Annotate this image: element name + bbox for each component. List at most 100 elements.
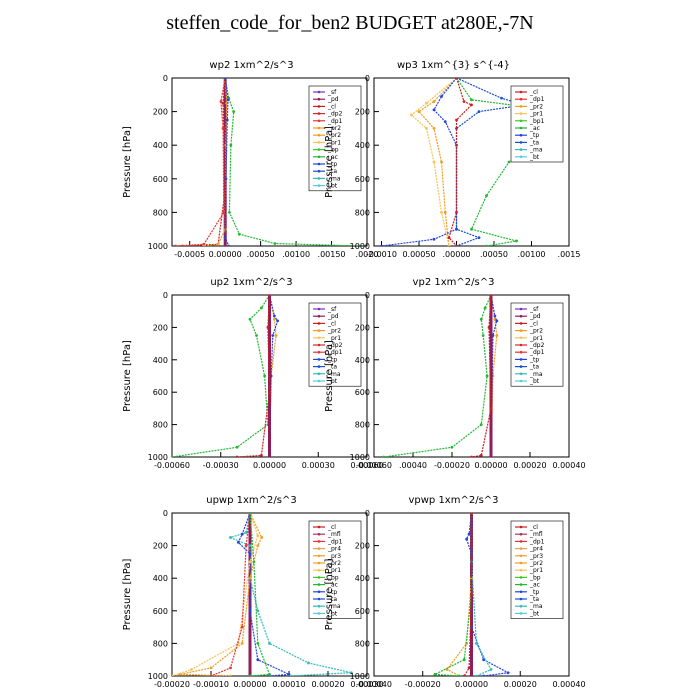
series-point-tp: [467, 532, 471, 536]
series-point-tp: [223, 236, 227, 240]
series-point-dp1: [221, 126, 225, 130]
series-point-dp1: [209, 674, 213, 676]
y-tick-label: 400: [355, 141, 370, 150]
legend-label: _dp1: [529, 96, 545, 103]
series-point-pr1: [425, 101, 428, 105]
legend-marker: [519, 358, 523, 361]
series-point-tp: [225, 118, 229, 122]
legend-label: _sf: [327, 89, 337, 96]
series-line-ma: [228, 513, 352, 676]
legend-marker: [519, 314, 523, 318]
series-point-pr2: [443, 211, 447, 214]
legend-box: [308, 85, 362, 192]
legend-marker: [317, 148, 321, 151]
legend-marker: [317, 336, 321, 340]
x-tick-label: 0.00000: [209, 250, 242, 259]
legend-label: _bt: [327, 378, 338, 385]
y-tick-label: 200: [153, 542, 168, 551]
panel-6: vpwp 1xm^2/s^3 Pressure [hPa] 0 200 400 600 80…: [324, 495, 586, 689]
legend-label: _bt: [529, 610, 540, 617]
legend-label: _bp: [327, 574, 339, 581]
legend-label: _pr2: [529, 103, 543, 110]
series-point-cl: [268, 390, 271, 394]
series-line-ac: [383, 295, 492, 457]
series-point-ma: [244, 531, 248, 534]
legend-marker: [519, 148, 523, 151]
x-tick-label: .00100: [282, 250, 310, 259]
y-tick-label: 400: [355, 356, 370, 365]
x-tick-label: 0.00060: [350, 461, 383, 470]
legend-marker: [317, 155, 321, 159]
legend-label: _ma: [327, 371, 341, 378]
legend-label: _bp: [327, 147, 339, 154]
series-point-ac: [457, 674, 461, 676]
series-point-cl: [266, 326, 270, 329]
x-tick-label: 0.00000: [253, 461, 286, 470]
series-point-ac: [485, 374, 489, 378]
y-tick-label: 800: [355, 421, 370, 430]
x-tick-label: -0.00020: [405, 680, 441, 689]
series-point-cl: [221, 101, 225, 105]
series-line-ac: [224, 78, 360, 246]
series-point-tp: [248, 552, 252, 556]
legend-marker: [519, 141, 523, 144]
legend-label: _ac: [327, 582, 338, 589]
series-point-pr2: [432, 126, 436, 130]
series-point-tp: [248, 609, 252, 613]
series-point-cl: [470, 455, 473, 457]
legend-label: _pr1: [327, 567, 341, 574]
legend-marker: [317, 358, 321, 361]
series-line-ta: [455, 78, 525, 246]
series-point-cl: [268, 295, 271, 297]
series-point-ac: [252, 560, 256, 564]
legend-marker: [519, 133, 523, 137]
legend-marker: [317, 90, 321, 94]
series-point-cl: [235, 455, 239, 457]
legend-label: _pr1: [529, 111, 543, 118]
x-tick-label: .0015: [558, 250, 581, 259]
x-tick-label: 0.00040: [552, 461, 585, 470]
series-point-tp: [443, 120, 447, 124]
legend-marker: [519, 119, 523, 123]
y-tick-label: 200: [355, 323, 370, 332]
legend-label: _ma: [529, 603, 543, 610]
series-point-pr1: [410, 113, 413, 117]
legend-label: _cl: [327, 320, 336, 327]
x-tick-label: 0.00000: [474, 461, 507, 470]
y-tick-label: 800: [153, 421, 168, 430]
legend-marker: [317, 554, 321, 558]
legend-marker: [317, 372, 321, 376]
x-tick-label: 0.00000: [455, 680, 488, 689]
legend-label: _ta: [529, 596, 539, 603]
legend-label: _cl: [327, 103, 336, 110]
y-tick-label: 600: [355, 175, 370, 184]
series-point-cl: [462, 100, 466, 103]
legend-label: _pr4: [529, 546, 543, 553]
legend-label: _cl: [327, 524, 336, 531]
legend-label: _ac: [327, 154, 338, 161]
legend-label: _ta: [327, 596, 337, 603]
legend-marker: [519, 329, 523, 332]
legend-label: _pr1: [327, 139, 341, 146]
legend-label: _sf: [327, 306, 337, 313]
series-point-ma: [474, 674, 478, 676]
series-point-ac: [462, 658, 466, 662]
panel-title: upwp 1xm^2/s^3: [206, 495, 296, 506]
legend-marker: [317, 597, 321, 601]
series-point-ac: [248, 513, 252, 515]
series-point-tp: [440, 95, 443, 98]
x-tick-label: 0.00030: [302, 461, 335, 470]
y-tick-label: 1000: [148, 672, 168, 681]
series-point-cl: [455, 244, 458, 246]
series-point-cl: [489, 295, 493, 297]
y-tick-label: 600: [355, 607, 370, 616]
series-point-ma: [229, 536, 232, 539]
y-tick-label: 200: [355, 542, 370, 551]
y-tick-label: 0: [365, 74, 370, 83]
legend-label: _tp: [529, 356, 539, 363]
x-tick-label: -0.0010: [366, 250, 397, 259]
series-point-dp1: [222, 211, 226, 214]
figure-title: steffen_code_for_ben2 BUDGET at280E,-7N: [166, 12, 534, 34]
x-tick-label: -0.0005: [174, 250, 205, 259]
panel-title: vpwp 1xm^2/s^3: [408, 495, 498, 506]
